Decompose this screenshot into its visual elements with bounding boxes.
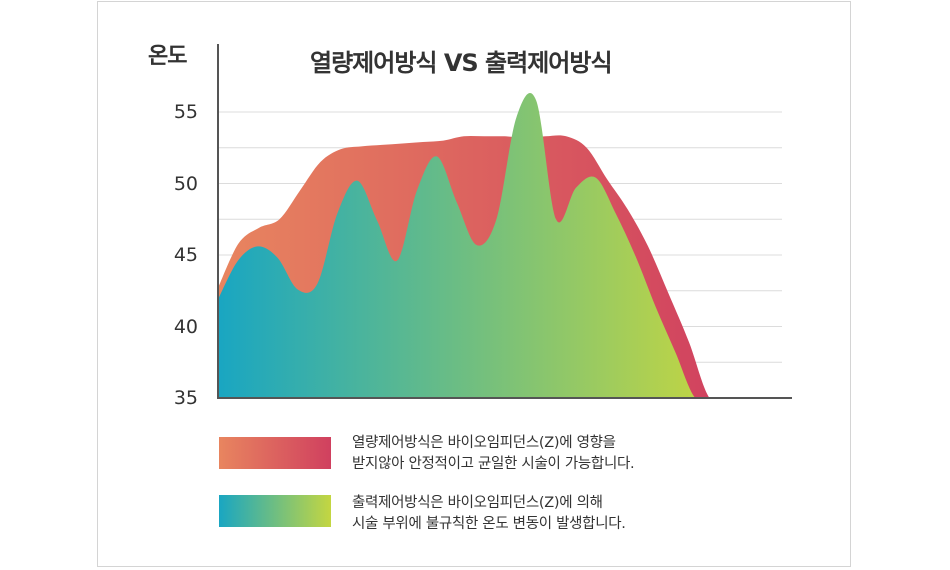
y-tick-label: 50 (150, 173, 198, 195)
chart-title: 열량제어방식 VS 출력제어방식 (310, 43, 612, 78)
legend-line: 열량제어방식은 바이오임피던스(Z)에 영향을 (352, 433, 634, 454)
legend-text-heat-control: 열량제어방식은 바이오임피던스(Z)에 영향을 받지않아 안정적이고 균일한 시… (352, 433, 634, 475)
legend-swatch-power-control (219, 495, 331, 527)
legend-text-power-control: 출력제어방식은 바이오임피던스(Z)에 의해 시술 부위에 불규칙한 온도 변동… (352, 493, 626, 535)
y-tick-label: 35 (150, 387, 198, 409)
legend-line: 출력제어방식은 바이오임피던스(Z)에 의해 (352, 493, 626, 514)
y-tick-label: 40 (150, 316, 198, 338)
y-tick-label: 55 (150, 101, 198, 123)
chart-plot (0, 0, 950, 570)
legend-swatch-heat-control (219, 437, 331, 469)
legend-line: 받지않아 안정적이고 균일한 시술이 가능합니다. (352, 454, 634, 475)
legend-line: 시술 부위에 불규칙한 온도 변동이 발생합니다. (352, 514, 626, 535)
y-tick-label: 45 (150, 244, 198, 266)
y-axis-label: 온도 (148, 38, 186, 70)
